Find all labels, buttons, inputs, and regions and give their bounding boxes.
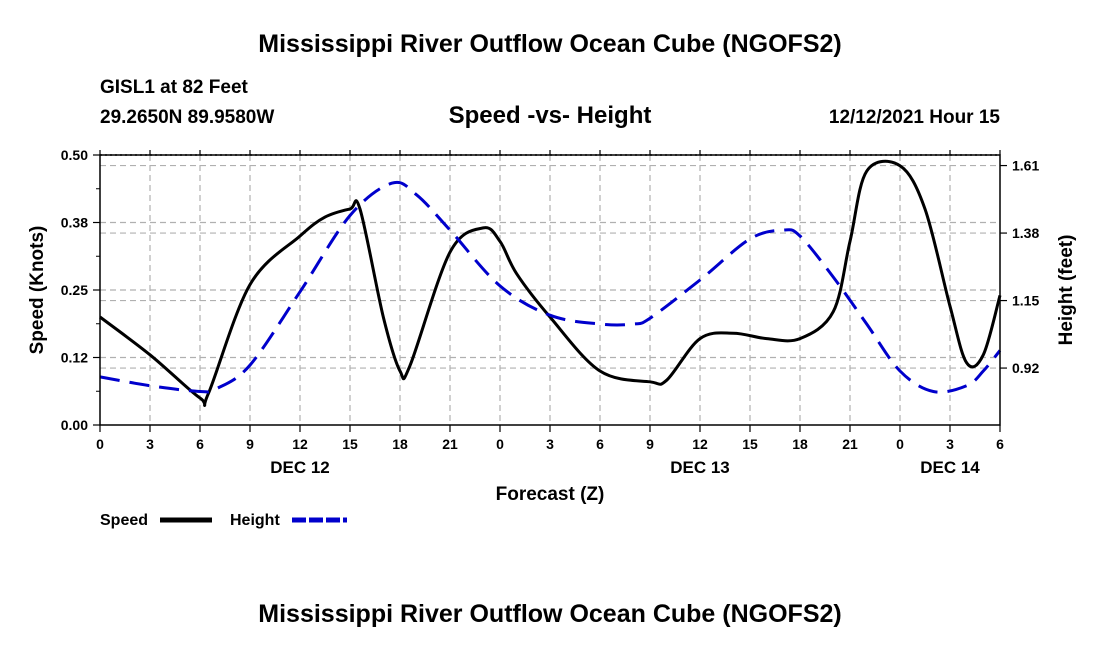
x-tick-label: 21 [442,436,458,452]
y-tick-label: 0.00 [61,417,88,433]
date-label: DEC 13 [670,458,730,477]
x-tick-label: 6 [196,436,204,452]
y2-axis-label: Height (feet) [1056,235,1077,346]
x-tick-label: 21 [842,436,858,452]
speed-height-chart: 0 3 6 9 12 15 18 21 0 3 6 9 12 15 18 21 0 3 6 0.00 0.12 0.25 0… [27,147,1077,529]
x-tick-label: 6 [596,436,604,452]
y-tick-label: 0.12 [61,350,88,366]
y2-tick-label: 0.92 [1012,360,1039,376]
x-tick-label: 3 [946,436,954,452]
x-tick-label: 9 [246,436,254,452]
y-tick-label: 0.25 [61,282,88,298]
footer-title: Mississippi River Outflow Ocean Cube (NG… [258,600,842,628]
y2-tick-label: 1.38 [1012,225,1039,241]
legend-label-speed: Speed [100,512,148,529]
y-tick-label: 0.50 [61,147,88,163]
x-tick-label: 9 [646,436,654,452]
y-tick-label: 0.38 [61,215,88,231]
legend: Speed Height [100,512,347,529]
x-tick-label: 15 [742,436,758,452]
x-tick-label: 15 [342,436,358,452]
date-label: DEC 14 [920,458,980,477]
x-tick-label: 18 [392,436,408,452]
x-tick-label: 3 [146,436,154,452]
y-axis-label: Speed (Knots) [27,226,48,355]
y2-tick-label: 1.61 [1012,158,1039,174]
x-tick-label: 18 [792,436,808,452]
forecast-datetime: 12/12/2021 Hour 15 [828,107,1000,128]
x-tick-label: 12 [692,436,708,452]
height-series-line [99,180,1002,394]
chart-title: Mississippi River Outflow Ocean Cube (NG… [258,30,842,58]
y2-tick-label: 1.15 [1012,293,1039,309]
legend-label-height: Height [230,512,280,529]
x-axis-label: Forecast (Z) [496,484,605,505]
station-label: GISL1 at 82 Feet [100,77,248,98]
grid [100,154,1000,425]
x-tick-label: 0 [96,436,104,452]
axes: 0 3 6 9 12 15 18 21 0 3 6 9 12 15 18 21 0 3 6 0.00 0.12 0.25 0… [61,147,1040,477]
x-tick-label: 0 [496,436,504,452]
x-tick-label: 3 [546,436,554,452]
date-label: DEC 12 [270,458,330,477]
series-group [99,159,1002,407]
chart-subtitle: Speed -vs- Height [448,102,652,129]
station-coordinates: 29.2650N 89.9580W [100,107,275,128]
x-tick-label: 6 [996,436,1004,452]
x-tick-label: 0 [896,436,904,452]
x-tick-label: 12 [292,436,308,452]
speed-series-line [99,159,1002,407]
